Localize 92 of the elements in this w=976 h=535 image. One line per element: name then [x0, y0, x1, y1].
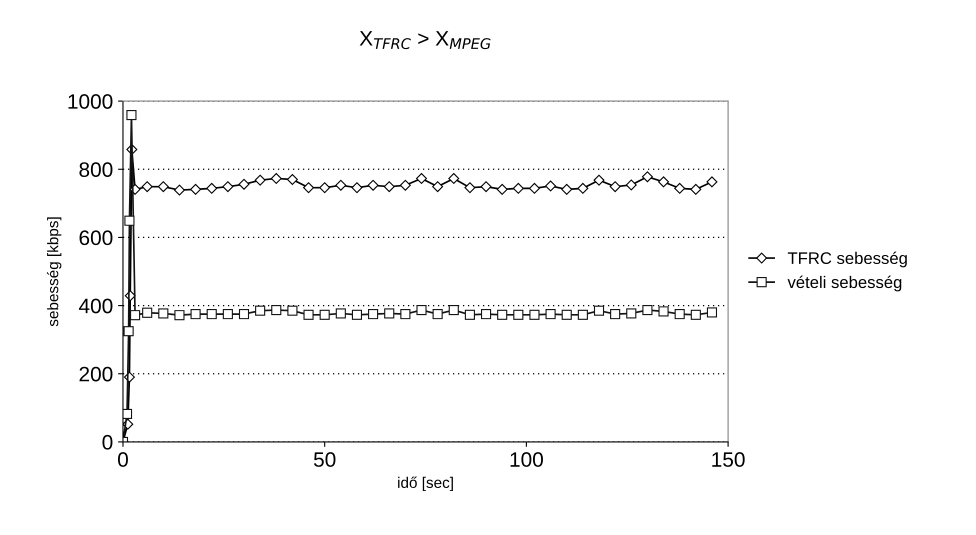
y-tick-label: 200 — [80, 366, 112, 382]
point — [610, 181, 621, 192]
point — [303, 182, 314, 194]
point — [594, 174, 604, 186]
point — [124, 216, 134, 226]
point — [578, 310, 588, 320]
point — [158, 181, 169, 192]
point — [448, 304, 459, 316]
point — [400, 180, 411, 191]
point — [497, 310, 508, 320]
y-tick-label: 1000 — [68, 94, 112, 109]
point — [513, 310, 524, 320]
point — [286, 174, 298, 185]
point — [190, 184, 202, 195]
point — [335, 180, 346, 191]
x-tick-label: 150 — [712, 452, 745, 467]
point — [238, 178, 250, 190]
y-axis-title: sebesség [kbps] — [46, 217, 62, 326]
point — [577, 182, 588, 194]
point — [706, 307, 718, 318]
point — [319, 182, 330, 194]
point — [384, 308, 394, 318]
point — [255, 306, 266, 316]
point — [270, 173, 282, 184]
point — [384, 181, 395, 192]
point — [626, 308, 636, 318]
y-tick-label: 400 — [78, 298, 112, 314]
point — [512, 182, 524, 194]
point — [545, 180, 556, 192]
point — [658, 176, 670, 188]
point — [222, 181, 234, 192]
point — [122, 408, 132, 420]
point — [222, 309, 233, 320]
point — [174, 184, 185, 196]
y-tick-label: 600 — [80, 230, 112, 246]
point — [142, 308, 152, 318]
point — [174, 310, 185, 320]
point — [130, 310, 140, 320]
point — [368, 309, 378, 320]
point — [400, 309, 410, 320]
point — [432, 181, 444, 192]
point — [546, 309, 556, 320]
legend-label: TFRC sebesség — [788, 252, 907, 268]
point — [158, 308, 168, 318]
point — [416, 304, 427, 316]
point — [303, 310, 314, 320]
legend-label: vételi sebesség — [788, 276, 902, 292]
point — [368, 180, 379, 191]
chart-title: X$_{TFRC}$ > X$_{MPEG}$ — [360, 31, 490, 50]
point — [594, 306, 604, 316]
point — [238, 309, 250, 320]
point — [206, 309, 217, 320]
point — [626, 179, 637, 190]
point — [352, 310, 362, 320]
point — [690, 184, 702, 195]
point — [642, 304, 652, 316]
point — [336, 308, 346, 318]
y-tick-label: 800 — [79, 162, 112, 178]
point — [432, 309, 443, 320]
point — [320, 310, 330, 320]
point — [124, 326, 134, 336]
point — [690, 310, 701, 320]
x-tick-label: 50 — [314, 452, 336, 467]
point — [496, 184, 508, 195]
x-tick-label: 0 — [118, 452, 128, 467]
point — [351, 182, 362, 194]
y-tick-label: 0 — [102, 434, 112, 450]
point — [674, 182, 686, 194]
point — [658, 306, 669, 316]
point — [480, 181, 492, 192]
point — [206, 182, 218, 194]
point — [142, 181, 153, 192]
point — [287, 306, 298, 316]
point — [190, 309, 201, 320]
point — [561, 184, 572, 195]
point — [416, 173, 427, 184]
point — [464, 310, 475, 320]
point — [271, 304, 282, 316]
point — [674, 309, 685, 320]
x-tick-label: 100 — [510, 452, 543, 467]
point — [706, 176, 718, 188]
point — [642, 171, 653, 182]
point — [448, 173, 460, 184]
point — [464, 182, 476, 194]
point — [528, 182, 540, 194]
point — [126, 110, 137, 120]
point — [480, 309, 492, 320]
point — [529, 310, 540, 320]
x-axis-title: idő [sec] — [398, 476, 453, 492]
point — [254, 174, 266, 186]
point — [610, 309, 620, 320]
point — [562, 310, 572, 320]
